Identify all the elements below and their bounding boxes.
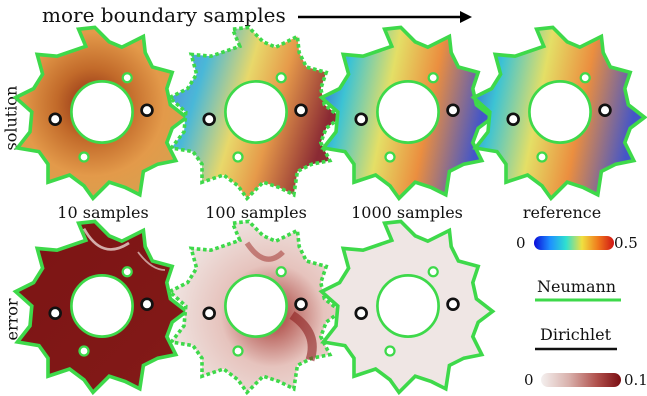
column-label-10: 10 samples xyxy=(57,203,149,222)
figure-title: more boundary samples xyxy=(42,3,286,27)
column-label-100: 100 samples xyxy=(205,203,307,222)
solution-gear-reference xyxy=(471,25,647,201)
solution-colorbar-max: 0.5 xyxy=(614,234,638,252)
solution-colorbar xyxy=(534,236,614,250)
solution-gear-100-samples xyxy=(167,25,343,201)
error-gear-10-samples xyxy=(13,219,189,395)
figure-title-text: more boundary samples xyxy=(42,3,286,27)
neumann-line xyxy=(535,298,621,302)
error-colorbar-min: 0 xyxy=(524,371,534,389)
error-gear-100-samples xyxy=(167,219,343,395)
column-label-reference: reference xyxy=(522,203,602,222)
error-colorbar xyxy=(541,373,621,387)
solution-gear-10-samples xyxy=(13,25,189,201)
neumann-label: Neumann xyxy=(537,277,617,296)
error-gear-1000-samples xyxy=(319,219,495,395)
dirichlet-label: Dirichlet xyxy=(540,325,611,344)
dirichlet-line xyxy=(535,347,617,351)
arrow-right-icon xyxy=(298,11,472,23)
solution-gear-1000-samples xyxy=(319,25,495,201)
error-colorbar-max: 0.1 xyxy=(624,371,647,389)
solution-colorbar-min: 0 xyxy=(516,234,526,252)
column-label-1000: 1000 samples xyxy=(351,203,463,222)
